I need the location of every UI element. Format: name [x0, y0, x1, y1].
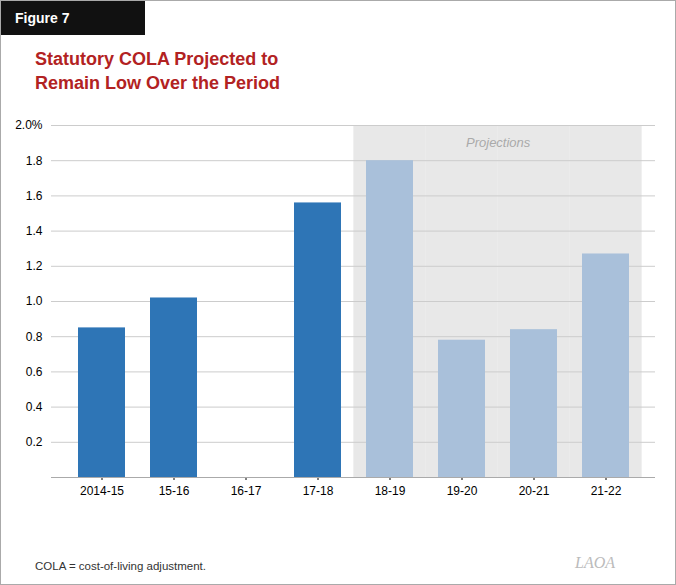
html-text:Statutory COLA Projected to Re: Statutory COLA Projected to Remain Low O…	[35, 49, 281, 93]
svg-text:15-16: 15-16	[159, 484, 190, 498]
svg-text:17-18: 17-18	[303, 484, 334, 498]
svg-text:0.6: 0.6	[26, 365, 43, 379]
svg-text:19-20: 19-20	[447, 484, 478, 498]
svg-text:2.0%: 2.0%	[15, 118, 43, 132]
svg-text:0.4: 0.4	[26, 400, 43, 414]
svg-text:2014-15: 2014-15	[80, 484, 124, 498]
svg-text:0.2: 0.2	[26, 435, 43, 449]
svg-text:Projections: Projections	[466, 135, 531, 150]
svg-text:1.8: 1.8	[26, 154, 43, 168]
html-text:COLA = cost-of-living adjustme: COLA = cost-of-living adjustment.	[35, 560, 206, 572]
svg-text:0.8: 0.8	[26, 330, 43, 344]
svg-text:16-17: 16-17	[231, 484, 262, 498]
svg-text:21-22: 21-22	[591, 484, 622, 498]
html-text:Figure 7: Figure 7	[15, 10, 70, 26]
html-text:LAOA: LAOA	[575, 554, 615, 571]
svg-text:1.6: 1.6	[26, 189, 43, 203]
svg-text:1.4: 1.4	[26, 224, 43, 238]
svg-text:1.0: 1.0	[26, 294, 43, 308]
svg-text:20-21: 20-21	[519, 484, 550, 498]
svg-text:18-19: 18-19	[375, 484, 406, 498]
svg-text:1.2: 1.2	[26, 259, 43, 273]
